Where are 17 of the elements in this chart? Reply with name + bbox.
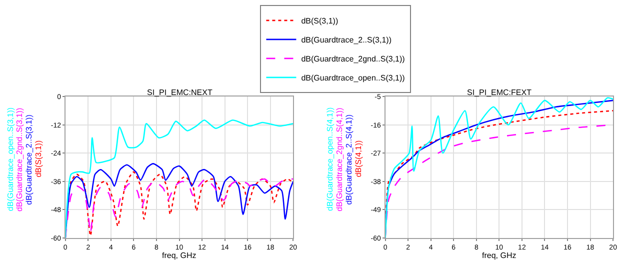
text: dB(Guardtrace_open..S(4,1)): [326, 107, 335, 211]
legend-label: dB(S(3,1)): [301, 16, 338, 26]
x-axis-title: freq, GHz: [162, 251, 196, 260]
text: dB(Guardtrace_2gnd..S(3,1)): [15, 108, 24, 212]
line-series: [65, 119, 294, 238]
legend-label: dB(Guardtrace_2..S(3,1)): [301, 36, 392, 45]
legend-label: dB(Guardtrace_open..S(3,1)): [301, 74, 406, 83]
text: dB(Guardtrace_2gnd..S(4,1)): [335, 107, 344, 212]
text: dB(S(4,1)): [354, 140, 363, 178]
text: dB(Guardtrace_2..S(4,1)): [344, 114, 354, 205]
text: dB(Guardtrace_2..S(3,1)): [24, 114, 34, 205]
text: dB(Guardtrace_open..S(3,1)): [6, 107, 15, 212]
text: dB(S(3,1)): [34, 140, 44, 178]
legend-label: dB(Guardtrace_2gnd..S(3,1)): [301, 54, 406, 64]
x-axis-title: freq, GHz: [482, 251, 516, 260]
chart-title: SI_PI_EMC:NEXT: [147, 88, 212, 97]
chart-title: SI_PI_EMC:FEXT: [467, 88, 532, 97]
